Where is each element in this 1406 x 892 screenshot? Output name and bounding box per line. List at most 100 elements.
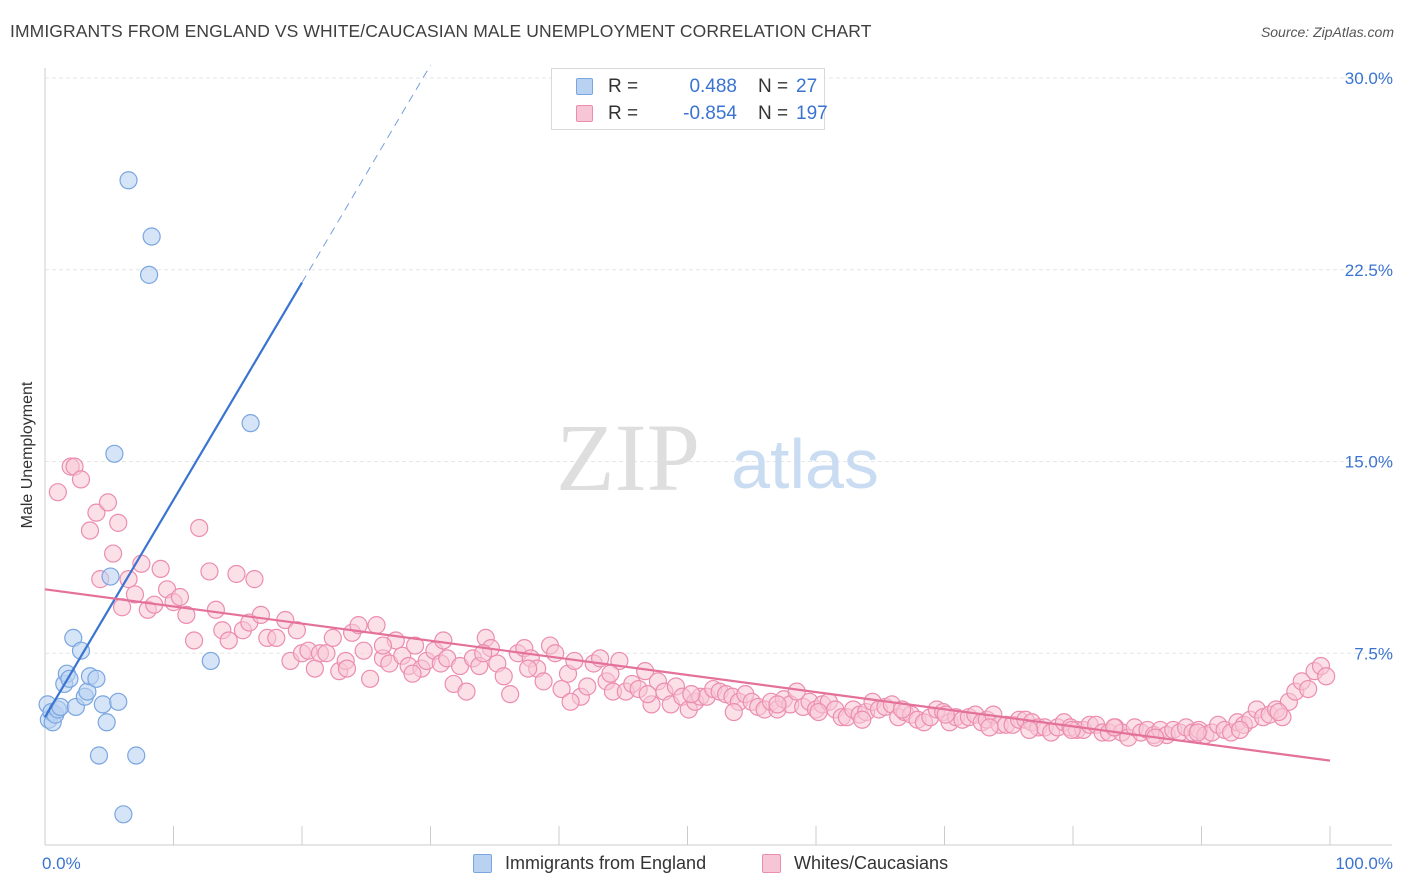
england-point	[93, 695, 112, 714]
whites-point	[367, 616, 386, 635]
y-tick-label: 22.5%	[1345, 261, 1393, 280]
whites-point	[501, 685, 520, 704]
whites-point	[98, 493, 118, 512]
whites-point	[980, 718, 999, 737]
england-point	[201, 651, 220, 671]
watermark-atlas: atlas	[731, 425, 879, 503]
england-point	[114, 805, 133, 824]
whites-point	[457, 682, 476, 701]
watermark-zip: ZIP	[556, 404, 700, 511]
whites-point	[434, 631, 453, 650]
whites-point	[373, 636, 393, 655]
whites-point	[267, 628, 286, 648]
tick-labels: 7.5% 15.0% 22.5% 30.0% 0.0% 100.0%	[42, 69, 1393, 873]
england-point	[241, 414, 260, 433]
whites-point	[1230, 720, 1250, 740]
whites-point	[323, 628, 342, 648]
whites-point	[251, 605, 270, 625]
legend-swatch-pink	[576, 105, 593, 122]
whites-point	[361, 669, 380, 688]
whites-point	[177, 605, 196, 625]
whites-point	[305, 659, 324, 678]
whites-point	[601, 664, 620, 683]
whites-point	[109, 513, 128, 532]
whites-point	[287, 621, 306, 640]
england-point	[87, 669, 106, 688]
whites-point	[206, 600, 226, 619]
whites-point	[245, 570, 264, 589]
legend-n-value: 27	[796, 76, 818, 97]
correlation-legend: R = 0.488 N = 27 R = -0.854 N = 197	[551, 68, 828, 130]
whites-point	[561, 692, 580, 711]
legend-r-label: R =	[608, 76, 639, 97]
whites-point	[1317, 667, 1336, 686]
whites-point	[578, 677, 597, 696]
whites-point	[552, 679, 571, 699]
whites-point	[184, 631, 204, 650]
bottom-legend-swatch-pink	[762, 854, 781, 873]
whites-point	[125, 585, 145, 604]
gridlines	[45, 77, 1392, 654]
whites-point	[1269, 702, 1288, 722]
bottom-legend-swatch-blue	[473, 854, 492, 873]
chart-title: IMMIGRANTS FROM ENGLAND VS WHITE/CAUCASI…	[10, 21, 872, 41]
x-tick-label: 100.0%	[1335, 854, 1393, 873]
england-point	[127, 746, 146, 765]
y-tick-label: 30.0%	[1345, 69, 1393, 88]
whites-point	[1020, 720, 1039, 740]
england-trend-extension	[301, 64, 431, 283]
whites-point	[80, 521, 100, 540]
series-england-points	[38, 171, 260, 824]
whites-trend-line	[44, 588, 1331, 762]
whites-point	[48, 483, 67, 502]
whites-point	[638, 685, 657, 704]
whites-point	[534, 672, 553, 691]
zipatlas-watermark: ZIP atlas	[556, 404, 879, 511]
whites-point	[403, 664, 422, 683]
england-point	[142, 227, 161, 246]
whites-point	[682, 685, 701, 704]
whites-point	[170, 587, 190, 607]
england-point	[71, 641, 91, 660]
england-point	[101, 567, 120, 586]
whites-point	[809, 702, 828, 722]
bottom-legend-label: Whites/Caucasians	[794, 853, 949, 873]
england-point	[105, 444, 124, 463]
whites-point	[349, 616, 368, 635]
legend-n-label: N =	[758, 76, 789, 97]
whites-point	[219, 631, 238, 650]
whites-point	[151, 559, 170, 578]
whites-point	[104, 544, 123, 563]
england-point	[109, 692, 128, 711]
legend-n-label: N =	[758, 103, 789, 124]
legend-r-value: -0.854	[683, 103, 737, 124]
whites-point	[853, 710, 872, 729]
whites-point	[354, 641, 373, 660]
whites-point	[190, 518, 209, 538]
england-trend-line	[44, 281, 303, 718]
whites-point	[1188, 723, 1207, 742]
whites-point	[71, 470, 91, 489]
whites-point	[405, 636, 425, 655]
y-tick-label: 7.5%	[1354, 644, 1393, 663]
legend-r-label: R =	[608, 103, 639, 124]
whites-point	[494, 667, 513, 686]
whites-point	[337, 659, 357, 678]
source-label: Source: ZipAtlas.com	[1260, 24, 1394, 40]
whites-point	[87, 503, 106, 522]
legend-swatch-blue	[576, 78, 593, 95]
trend-lines	[44, 64, 1331, 762]
bottom-legend-label: Immigrants from England	[505, 853, 707, 873]
england-point	[119, 171, 138, 190]
x-tick-label: 0.0%	[42, 854, 81, 873]
whites-point	[1299, 679, 1318, 699]
whites-point	[200, 562, 219, 581]
england-point	[89, 746, 109, 765]
whites-point	[1062, 720, 1081, 740]
legend-n-value: 197	[796, 103, 828, 124]
whites-point	[519, 659, 538, 678]
y-tick-label: 15.0%	[1345, 453, 1393, 472]
legend-r-value: 0.488	[689, 76, 737, 97]
whites-point	[317, 644, 336, 663]
